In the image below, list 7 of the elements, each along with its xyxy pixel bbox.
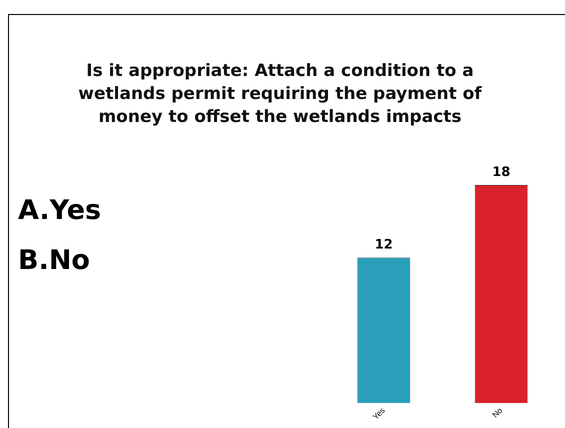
text: A.Yes bbox=[18, 195, 102, 226]
data-label: 18 bbox=[492, 164, 510, 180]
data-label: 12 bbox=[374, 238, 393, 253]
chart-title: Is it appropriate: Attach a condition to a wetlands permit requiring the payment of money to offset the wetlands impacts bbox=[77, 60, 483, 129]
text: B.No bbox=[18, 245, 90, 276]
x-tick-label: No bbox=[490, 406, 505, 420]
x-tick-label: Yes bbox=[371, 406, 387, 422]
